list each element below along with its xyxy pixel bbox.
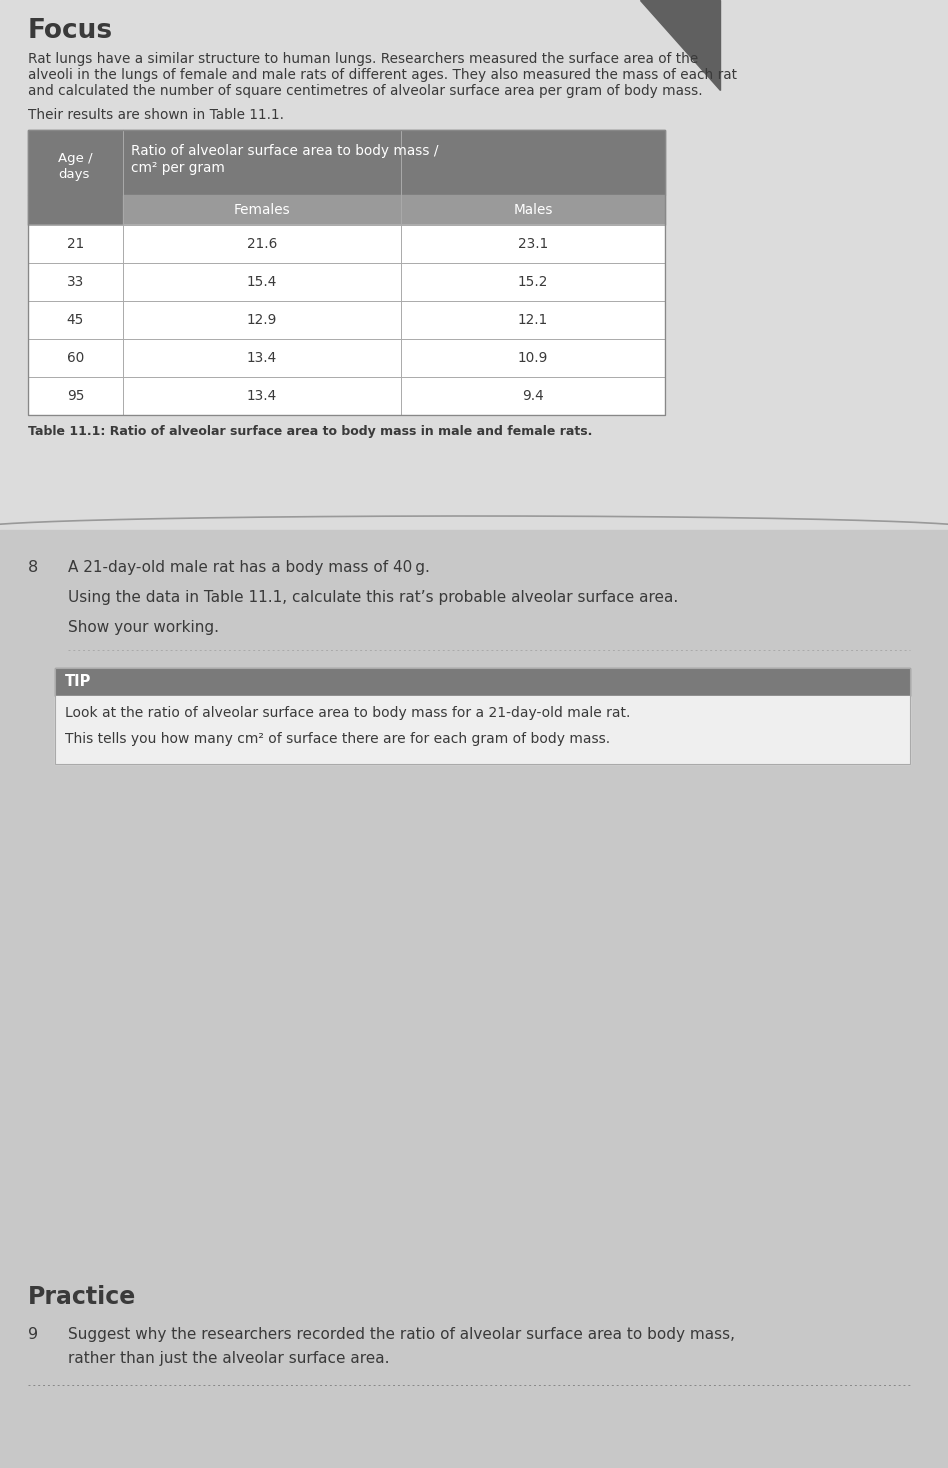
- Bar: [28, 377, 123, 415]
- Text: 23.1: 23.1: [518, 236, 548, 251]
- Bar: [401, 225, 665, 263]
- Bar: [28, 339, 123, 377]
- Bar: [28, 131, 665, 415]
- Text: Their results are shown in Table 11.1.: Their results are shown in Table 11.1.: [28, 109, 284, 122]
- Bar: [401, 339, 665, 377]
- Text: Table 11.1: Ratio of alveolar surface area to body mass in male and female rats.: Table 11.1: Ratio of alveolar surface ar…: [28, 426, 592, 437]
- Text: Look at the ratio of alveolar surface area to body mass for a 21-day-old male ra: Look at the ratio of alveolar surface ar…: [65, 706, 630, 719]
- Bar: [401, 195, 665, 225]
- Text: 21.6: 21.6: [246, 236, 277, 251]
- Text: 12.1: 12.1: [518, 313, 548, 327]
- Bar: [123, 195, 401, 225]
- Text: 15.4: 15.4: [246, 275, 277, 289]
- Text: 15.2: 15.2: [518, 275, 548, 289]
- Text: 12.9: 12.9: [246, 313, 277, 327]
- Bar: [55, 668, 910, 763]
- Text: Show your working.: Show your working.: [68, 619, 219, 636]
- Text: rather than just the alveolar surface area.: rather than just the alveolar surface ar…: [68, 1351, 390, 1367]
- Bar: [55, 696, 910, 763]
- Text: Using the data in Table 11.1, calculate this rat’s probable alveolar surface are: Using the data in Table 11.1, calculate …: [68, 590, 678, 605]
- Text: 13.4: 13.4: [246, 389, 277, 404]
- Text: Females: Females: [233, 203, 290, 217]
- Polygon shape: [640, 0, 720, 90]
- Text: 13.4: 13.4: [246, 351, 277, 366]
- Text: 60: 60: [67, 351, 84, 366]
- Bar: [28, 263, 123, 301]
- Text: 9: 9: [28, 1327, 38, 1342]
- Text: Age /
days: Age / days: [58, 153, 93, 181]
- Bar: [401, 377, 665, 415]
- Text: Suggest why the researchers recorded the ratio of alveolar surface area to body : Suggest why the researchers recorded the…: [68, 1327, 735, 1342]
- Text: Males: Males: [513, 203, 553, 217]
- Bar: [123, 131, 665, 195]
- Bar: [401, 263, 665, 301]
- Text: 10.9: 10.9: [518, 351, 548, 366]
- Text: This tells you how many cm² of surface there are for each gram of body mass.: This tells you how many cm² of surface t…: [65, 733, 611, 746]
- Text: TIP: TIP: [65, 674, 91, 690]
- Bar: [123, 225, 401, 263]
- Bar: [401, 301, 665, 339]
- Text: 9.4: 9.4: [522, 389, 544, 404]
- Text: 21: 21: [67, 236, 84, 251]
- Text: 8: 8: [28, 559, 38, 575]
- Bar: [28, 301, 123, 339]
- Text: Focus: Focus: [28, 18, 113, 44]
- Text: A 21-day-old male rat has a body mass of 40 g.: A 21-day-old male rat has a body mass of…: [68, 559, 429, 575]
- Bar: [123, 339, 401, 377]
- Bar: [123, 301, 401, 339]
- Bar: [0, 0, 948, 530]
- Bar: [28, 131, 123, 195]
- Text: 33: 33: [67, 275, 84, 289]
- Text: 45: 45: [66, 313, 84, 327]
- Bar: [123, 263, 401, 301]
- Text: Rat lungs have a similar structure to human lungs. Researchers measured the surf: Rat lungs have a similar structure to hu…: [28, 51, 699, 66]
- Bar: [55, 668, 910, 696]
- Bar: [28, 225, 123, 263]
- Text: Practice: Practice: [28, 1284, 137, 1309]
- Bar: [123, 377, 401, 415]
- Text: 95: 95: [66, 389, 84, 404]
- Text: Ratio of alveolar surface area to body mass /
cm² per gram: Ratio of alveolar surface area to body m…: [131, 144, 439, 175]
- Text: alveoli in the lungs of female and male rats of different ages. They also measur: alveoli in the lungs of female and male …: [28, 68, 737, 82]
- Bar: [28, 195, 123, 225]
- Bar: [0, 530, 948, 1468]
- Text: and calculated the number of square centimetres of alveolar surface area per gra: and calculated the number of square cent…: [28, 84, 702, 98]
